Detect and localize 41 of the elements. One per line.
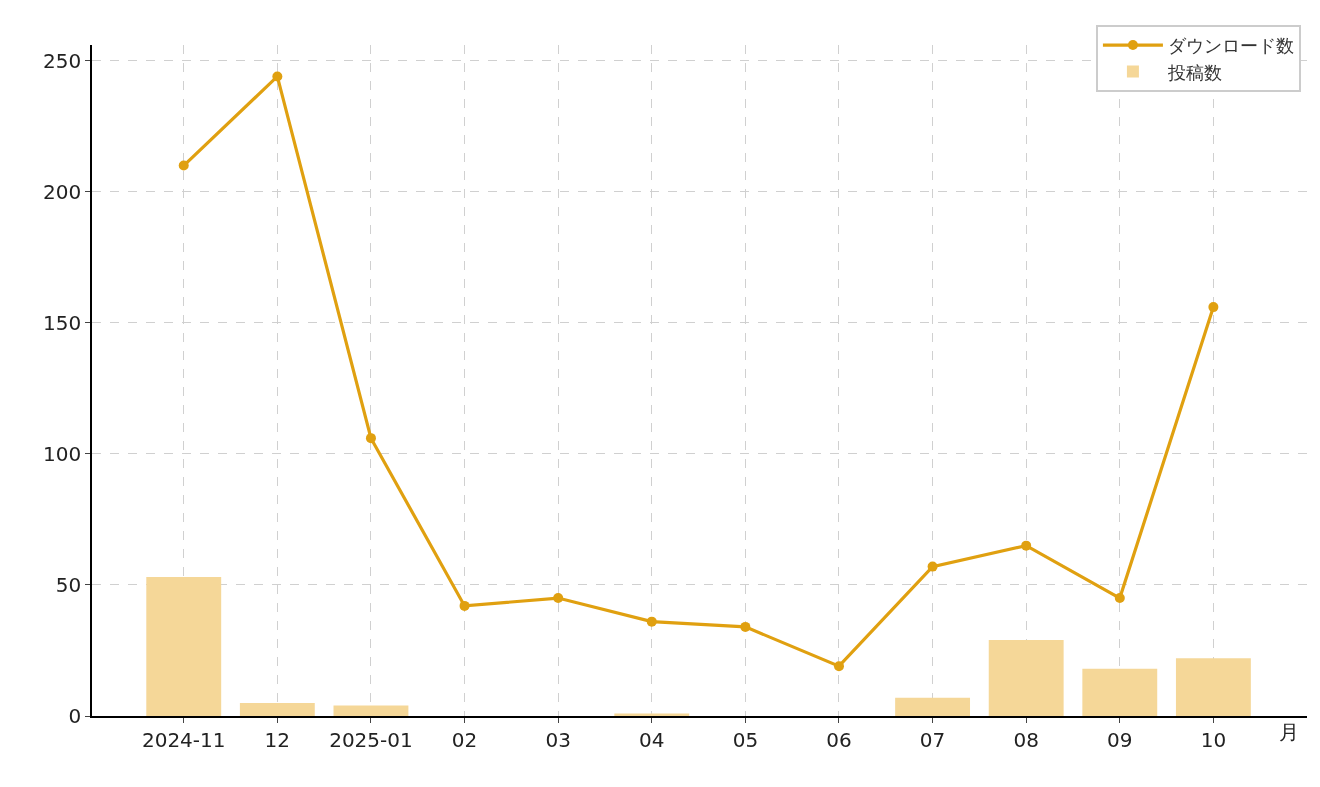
bar: [895, 697, 971, 716]
x-tick-label: 06: [826, 727, 852, 752]
y-tick-label: 0: [68, 704, 82, 728]
x-tick-label: 08: [1013, 727, 1039, 752]
point: [553, 593, 564, 604]
bar: [146, 577, 222, 716]
point: [833, 661, 844, 672]
x-tick-label: 2024-11: [141, 727, 226, 752]
x-tick-label: 2025-01: [329, 727, 413, 752]
point: [459, 600, 470, 611]
bar: [614, 713, 690, 716]
y-tick-label: 250: [43, 48, 82, 73]
legend-label: ダウンロード数: [1167, 35, 1294, 57]
bar: [988, 639, 1064, 716]
y-tick-label: 100: [43, 441, 82, 466]
x-tick-label: 10: [1200, 727, 1227, 752]
x-tick-label: 09: [1107, 727, 1133, 752]
x-tick-label: 03: [545, 727, 571, 752]
point: [1021, 540, 1032, 551]
bar: [333, 705, 409, 716]
y-tick-label: 50: [55, 572, 82, 597]
point: [365, 433, 376, 444]
y-tick-label: 200: [43, 179, 82, 204]
point: [1114, 593, 1125, 604]
x-tick-label: 07: [919, 727, 946, 752]
x-tick-label: 02: [451, 727, 478, 752]
y-tick-label: 150: [43, 310, 82, 335]
point: [272, 71, 283, 82]
point: [1208, 302, 1219, 313]
bar: [239, 702, 315, 716]
bar: [1175, 658, 1251, 716]
bar: [1082, 668, 1158, 716]
point: [740, 621, 751, 632]
point: [927, 561, 938, 572]
point: [646, 616, 657, 627]
x-tick-label: 12: [264, 727, 291, 752]
x-tick-label: 05: [732, 727, 759, 752]
point: [178, 160, 189, 171]
x-tick-label: 04: [639, 727, 665, 752]
legend-label: 投稿数: [1166, 61, 1222, 83]
x-axis-title: 月: [1279, 720, 1299, 744]
